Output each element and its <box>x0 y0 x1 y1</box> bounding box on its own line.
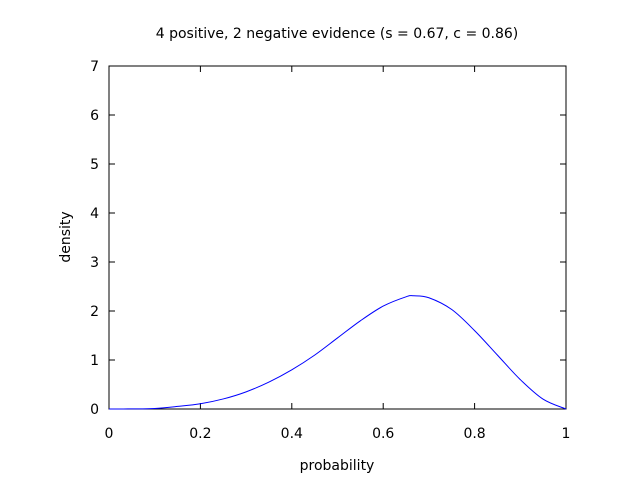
x-tick-label: 0.2 <box>189 426 211 442</box>
y-tick-label: 3 <box>90 255 99 271</box>
axis-tick-labels: 0 0.2 0.4 0.6 0.8 1 0 1 2 3 4 5 6 7 <box>90 59 570 442</box>
plot-frame <box>108 65 567 410</box>
series-group <box>108 295 567 410</box>
x-tick-label: 1 <box>562 426 571 442</box>
y-tick-label: 1 <box>90 353 99 369</box>
chart-title: 4 positive, 2 negative evidence (s = 0.6… <box>156 26 519 42</box>
y-tick-label: 2 <box>90 304 99 320</box>
x-tick-label: 0 <box>105 426 114 442</box>
y-tick-label: 5 <box>90 157 99 173</box>
y-tick-label: 0 <box>90 402 99 418</box>
y-tick-label: 6 <box>90 108 99 124</box>
x-axis-label: probability <box>300 458 375 474</box>
x-tick-label: 0.8 <box>463 426 485 442</box>
x-tick-label: 0.6 <box>372 426 394 442</box>
y-tick-label: 4 <box>90 206 99 222</box>
plot-border <box>108 65 567 410</box>
x-tick-label: 0.4 <box>281 426 303 442</box>
series-line <box>108 295 567 410</box>
y-axis-label: density <box>58 211 74 262</box>
y-tick-label: 7 <box>90 59 99 75</box>
